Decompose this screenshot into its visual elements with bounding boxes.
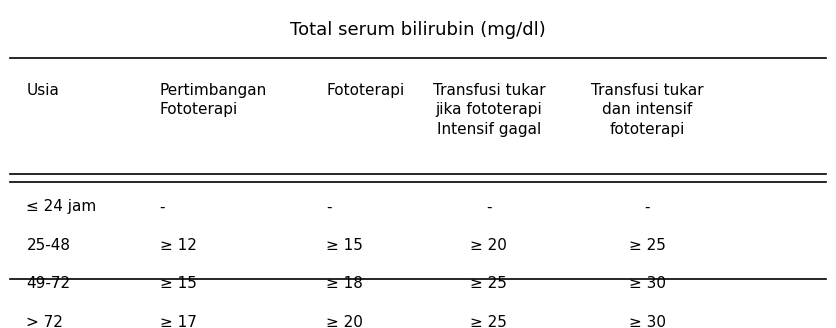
Text: ≥ 30: ≥ 30 bbox=[629, 277, 665, 291]
Text: Usia: Usia bbox=[27, 83, 59, 98]
Text: Total serum bilirubin (mg/dl): Total serum bilirubin (mg/dl) bbox=[290, 21, 546, 39]
Text: ≥ 30: ≥ 30 bbox=[629, 315, 665, 328]
Text: ≥ 25: ≥ 25 bbox=[629, 238, 665, 253]
Text: 25-48: 25-48 bbox=[27, 238, 70, 253]
Text: > 72: > 72 bbox=[27, 315, 64, 328]
Text: Pertimbangan
Fototerapi: Pertimbangan Fototerapi bbox=[160, 83, 267, 117]
Text: ≤ 24 jam: ≤ 24 jam bbox=[27, 199, 97, 215]
Text: ≥ 15: ≥ 15 bbox=[326, 238, 363, 253]
Text: -: - bbox=[326, 199, 332, 215]
Text: ≥ 20: ≥ 20 bbox=[326, 315, 363, 328]
Text: Fototerapi: Fototerapi bbox=[326, 83, 405, 98]
Text: ≥ 12: ≥ 12 bbox=[160, 238, 196, 253]
Text: -: - bbox=[160, 199, 166, 215]
Text: Transfusi tukar
jika fototerapi
Intensif gagal: Transfusi tukar jika fototerapi Intensif… bbox=[432, 83, 545, 137]
Text: 49-72: 49-72 bbox=[27, 277, 70, 291]
Text: ≥ 25: ≥ 25 bbox=[471, 277, 507, 291]
Text: -: - bbox=[486, 199, 492, 215]
Text: ≥ 25: ≥ 25 bbox=[471, 315, 507, 328]
Text: Transfusi tukar
dan intensif
fototerapi: Transfusi tukar dan intensif fototerapi bbox=[591, 83, 703, 137]
Text: ≥ 17: ≥ 17 bbox=[160, 315, 196, 328]
Text: ≥ 18: ≥ 18 bbox=[326, 277, 363, 291]
Text: -: - bbox=[645, 199, 650, 215]
Text: ≥ 20: ≥ 20 bbox=[471, 238, 507, 253]
Text: ≥ 15: ≥ 15 bbox=[160, 277, 196, 291]
